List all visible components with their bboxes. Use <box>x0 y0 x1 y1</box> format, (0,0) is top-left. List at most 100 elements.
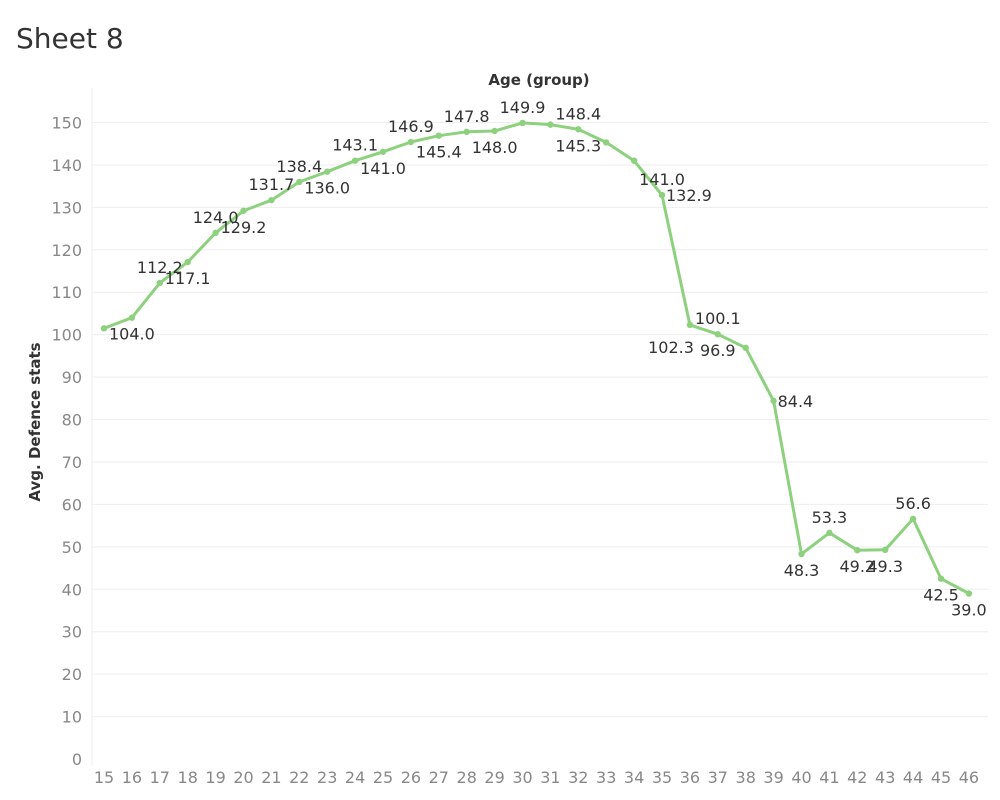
data-points[interactable] <box>100 119 973 597</box>
data-point[interactable] <box>379 148 387 155</box>
x-tick-label: 31 <box>540 768 560 787</box>
data-point[interactable] <box>630 157 638 164</box>
data-point[interactable] <box>407 138 415 146</box>
x-tick-label: 37 <box>708 768 728 787</box>
data-label: 138.4 <box>276 157 322 176</box>
x-tick-label: 16 <box>122 768 142 787</box>
y-axis-title: Avg. Defence stats <box>26 342 44 501</box>
data-point[interactable] <box>658 191 666 199</box>
data-point[interactable] <box>324 168 331 175</box>
data-point[interactable] <box>742 344 749 352</box>
x-axis: 15 16 17 18 19 20 21 22 23 24 25 26 27 28 29 30 31 32 33 34… <box>94 768 979 787</box>
x-tick-label: 23 <box>317 768 337 787</box>
data-point[interactable] <box>937 575 945 582</box>
y-tick-label: 110 <box>51 283 82 302</box>
data-point[interactable] <box>212 229 219 237</box>
data-point[interactable] <box>714 331 721 338</box>
data-label: 53.3 <box>812 508 848 527</box>
x-tick-label: 18 <box>178 768 198 787</box>
data-point[interactable] <box>100 325 108 332</box>
x-tick-label: 17 <box>150 768 170 787</box>
data-point[interactable] <box>351 157 359 164</box>
x-tick-label: 19 <box>205 768 225 787</box>
y-tick-label: 130 <box>51 198 82 217</box>
data-label: 96.9 <box>700 341 736 360</box>
data-label: 131.7 <box>248 175 294 194</box>
x-tick-label: 26 <box>401 768 421 787</box>
y-tick-label: 150 <box>51 114 82 133</box>
y-tick-label: 140 <box>51 156 82 175</box>
data-point[interactable] <box>798 550 805 558</box>
data-point[interactable] <box>854 547 861 554</box>
data-point[interactable] <box>156 279 163 287</box>
x-tick-label: 43 <box>875 768 895 787</box>
x-tick-label: 27 <box>429 768 449 787</box>
data-label: 39.0 <box>951 601 987 620</box>
x-tick-label: 34 <box>624 768 644 787</box>
x-tick-label: 30 <box>512 768 532 787</box>
x-tick-label: 36 <box>680 768 700 787</box>
data-point[interactable] <box>909 515 917 523</box>
data-label: 136.0 <box>304 179 350 198</box>
series-line[interactable] <box>102 121 971 595</box>
data-label: 49.3 <box>867 557 903 576</box>
data-point[interactable] <box>240 207 247 214</box>
data-point[interactable] <box>519 119 526 127</box>
x-tick-label: 38 <box>736 768 756 787</box>
data-point[interactable] <box>686 321 694 329</box>
data-point[interactable] <box>826 529 833 537</box>
x-tick-label: 21 <box>261 768 281 787</box>
y-tick-label: 70 <box>62 453 82 472</box>
data-point[interactable] <box>547 121 554 128</box>
x-tick-label: 22 <box>289 768 309 787</box>
data-label: 143.1 <box>332 136 378 155</box>
y-tick-label: 10 <box>62 708 82 727</box>
y-axis: 0 10 20 30 40 50 60 70 80 90 100 110 120 130 140 150 <box>51 114 82 769</box>
data-label: 148.4 <box>555 104 601 123</box>
y-tick-label: 50 <box>62 538 82 557</box>
data-point[interactable] <box>463 128 470 136</box>
data-point[interactable] <box>296 178 303 186</box>
data-label: 100.1 <box>695 309 741 328</box>
y-tick-label: 30 <box>62 623 82 642</box>
data-label: 141.0 <box>360 159 406 178</box>
data-point[interactable] <box>575 126 582 133</box>
data-point[interactable] <box>184 258 191 266</box>
data-label: 149.9 <box>500 98 546 117</box>
data-label: 102.3 <box>648 338 694 357</box>
data-point[interactable] <box>435 132 442 139</box>
x-tick-label: 29 <box>484 768 504 787</box>
x-tick-label: 41 <box>819 768 839 787</box>
data-label: 141.0 <box>639 170 685 189</box>
y-tick-label: 120 <box>51 241 82 260</box>
y-tick-label: 40 <box>62 580 82 599</box>
data-label: 117.1 <box>165 269 211 288</box>
data-point[interactable] <box>268 196 275 204</box>
x-axis-title: Age (group) <box>488 71 589 89</box>
data-label: 145.3 <box>555 136 601 155</box>
data-label: 104.0 <box>109 325 155 344</box>
series-line-path[interactable] <box>102 121 971 595</box>
data-point[interactable] <box>770 397 777 405</box>
data-label: 42.5 <box>923 586 959 605</box>
data-point[interactable] <box>128 314 136 321</box>
x-tick-label: 33 <box>596 768 616 787</box>
y-tick-label: 0 <box>72 750 82 769</box>
y-tick-label: 90 <box>62 368 82 387</box>
data-point[interactable] <box>603 139 610 146</box>
data-point[interactable] <box>965 590 973 597</box>
x-tick-label: 20 <box>233 768 253 787</box>
data-point[interactable] <box>882 546 889 554</box>
data-label: 112.2 <box>137 258 183 277</box>
data-point[interactable] <box>491 127 498 135</box>
x-tick-label: 32 <box>568 768 588 787</box>
data-label: 124.0 <box>193 208 239 227</box>
data-label: 84.4 <box>778 392 814 411</box>
y-tick-label: 20 <box>62 665 82 684</box>
x-tick-label: 28 <box>457 768 477 787</box>
x-tick-label: 40 <box>791 768 811 787</box>
data-label: 129.2 <box>221 218 267 237</box>
data-label: 147.8 <box>444 107 490 126</box>
